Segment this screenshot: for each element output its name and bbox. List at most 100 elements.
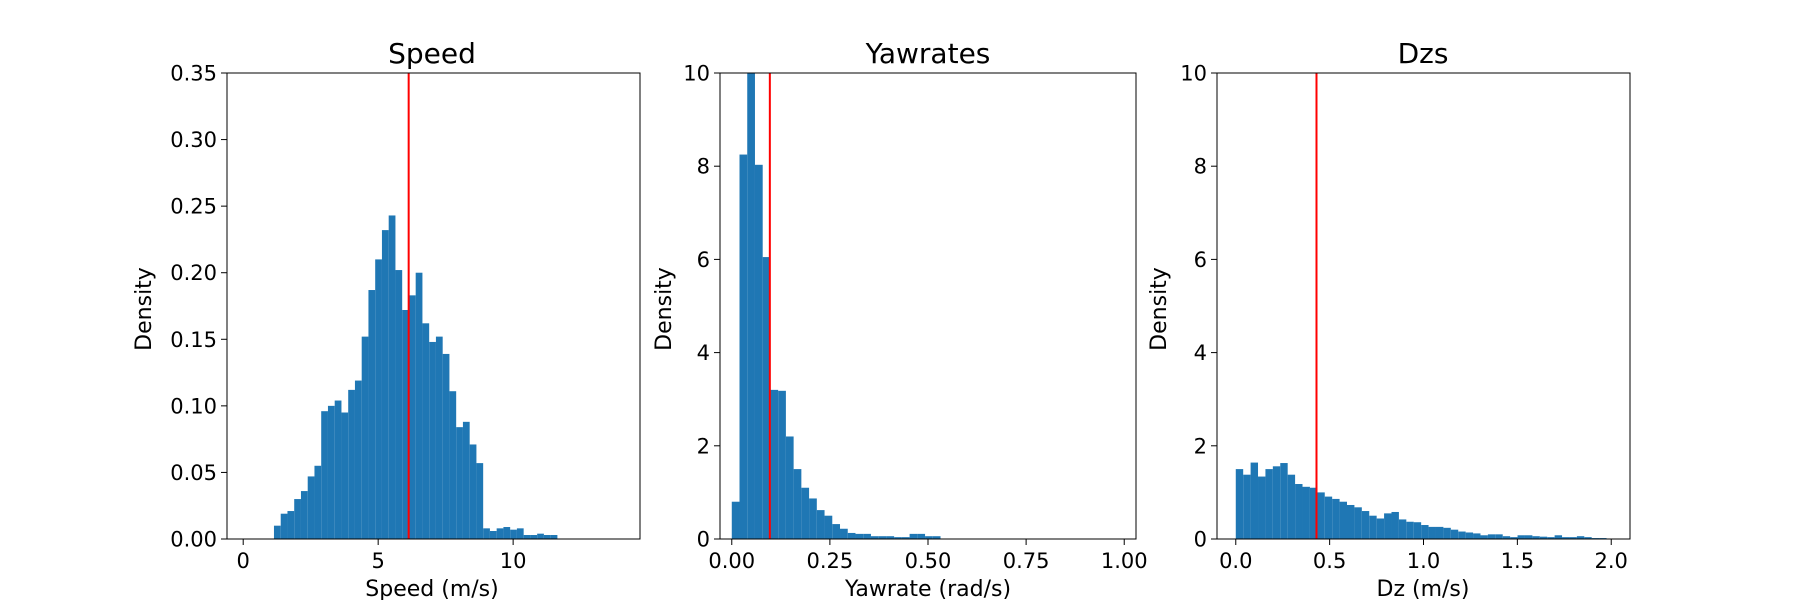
yawrates-bar [801,487,810,539]
speed-bar [550,535,558,539]
dzs-bar [1309,487,1318,539]
dzs-bar [1421,525,1429,539]
speed-bar [469,444,477,539]
speed-bar [429,341,436,539]
dzs-x-axis-label: Dz (m/s) [1377,577,1470,600]
speed-bar [530,535,538,539]
dzs-bar [1539,536,1548,539]
dzs-bar [1280,463,1288,539]
yawrates-bar [731,501,740,539]
speed-bar [408,295,416,539]
speed-bar [307,476,315,539]
yawrates-y-tick-label: 2 [697,434,710,458]
speed-bar [462,421,470,539]
yawrates-x-tick-label: 0.75 [1003,549,1050,573]
dzs-bar [1510,537,1518,539]
yawrates-bar [917,533,926,539]
yawrates-bar [894,537,902,539]
dzs-bar [1465,532,1474,539]
speed-bar [321,411,328,539]
dzs-bar [1376,518,1385,539]
yawrates-bar [909,533,918,539]
yawrates-bar [832,524,841,539]
speed-y-tick-label: 0.05 [170,461,217,485]
speed-histogram: Speed Speed (m/s) Density 0 5 10 0.00 0.05 0.… [132,37,641,600]
speed-bar [435,336,443,539]
speed-bar [523,535,531,539]
yawrates-bar [932,536,941,539]
speed-y-tick-label: 0.00 [170,528,217,552]
dzs-bar [1473,533,1481,539]
yawrates-y-tick-label: 4 [697,341,710,365]
speed-bar [287,511,295,539]
speed-title: Speed [388,37,476,70]
speed-bar [496,528,504,539]
speed-bar [368,290,376,539]
speed-bar [354,380,362,539]
speed-bar [280,513,288,539]
yawrates-bar [886,536,895,539]
dzs-bar [1502,536,1511,539]
dzs-bar [1517,535,1525,539]
dzs-bar [1547,537,1555,539]
dzs-title: Dzs [1398,37,1449,70]
dzs-bar [1258,476,1266,539]
speed-bar [395,270,403,539]
yawrates-plot-area [731,73,941,539]
yawrates-x-tick-label: 0.50 [905,549,952,573]
dzs-bar [1347,504,1355,539]
speed-bar [294,499,301,539]
speed-bar [341,412,349,539]
yawrates-x-tick-label: 1.00 [1101,549,1148,573]
speed-x-tick-label: 0 [237,549,250,573]
dzs-bar [1302,486,1310,539]
speed-bar [449,391,457,539]
speed-bar [476,463,484,539]
dzs-bar [1487,534,1496,539]
speed-y-tick-label: 0.15 [170,328,217,352]
dzs-bar [1332,498,1340,539]
dzs-bar [1295,484,1303,539]
dzs-bar [1524,535,1533,539]
dzs-bar [1265,469,1273,539]
dzs-bar [1450,529,1459,539]
yawrates-bar [816,510,825,539]
yawrates-y-axis-label: Density [652,267,677,351]
speed-bar [402,309,409,539]
yawrates-y-tick-label: 8 [697,155,710,179]
speed-y-tick-label: 0.10 [170,394,217,418]
speed-bar [516,528,524,539]
dzs-y-tick-label: 4 [1194,341,1207,365]
yawrates-bar [855,533,864,539]
yawrates-bar [901,537,910,539]
yawrates-bar [824,515,833,539]
yawrates-bar [754,164,763,539]
yawrates-y-tick-label: 6 [697,248,710,272]
yawrates-bar [863,533,871,539]
yawrates-bar [770,389,779,539]
speed-bar [503,527,511,539]
dzs-x-tick-label: 0.0 [1219,549,1252,573]
dzs-bar [1562,537,1570,539]
yawrates-bar [847,532,856,539]
yawrates-bar [778,390,786,539]
speed-bar [510,529,517,539]
dzs-bar [1235,469,1244,539]
yawrates-histogram: Yawrates Yawrate (rad/s) Density 0.00 0.2… [652,37,1148,600]
speed-bar [489,531,497,539]
speed-plot-area [273,73,558,539]
dzs-bar [1554,535,1563,539]
speed-bar [327,405,335,539]
speed-bar [273,525,281,539]
yawrates-x-tick-label: 0.00 [708,549,755,573]
dzs-histogram: Dzs Dz (m/s) Density 0.0 0.5 1.0 1.5 2.0 0 2 4 6… [1147,37,1631,600]
dzs-bar [1391,511,1399,539]
yawrates-bar [747,73,755,539]
speed-bar [415,272,423,539]
speed-bar [422,323,430,539]
dzs-bar [1435,526,1444,539]
yawrates-x-tick-label: 0.25 [807,549,854,573]
dzs-bar [1384,513,1392,539]
speed-bar [537,533,544,539]
dzs-bar [1354,507,1362,539]
